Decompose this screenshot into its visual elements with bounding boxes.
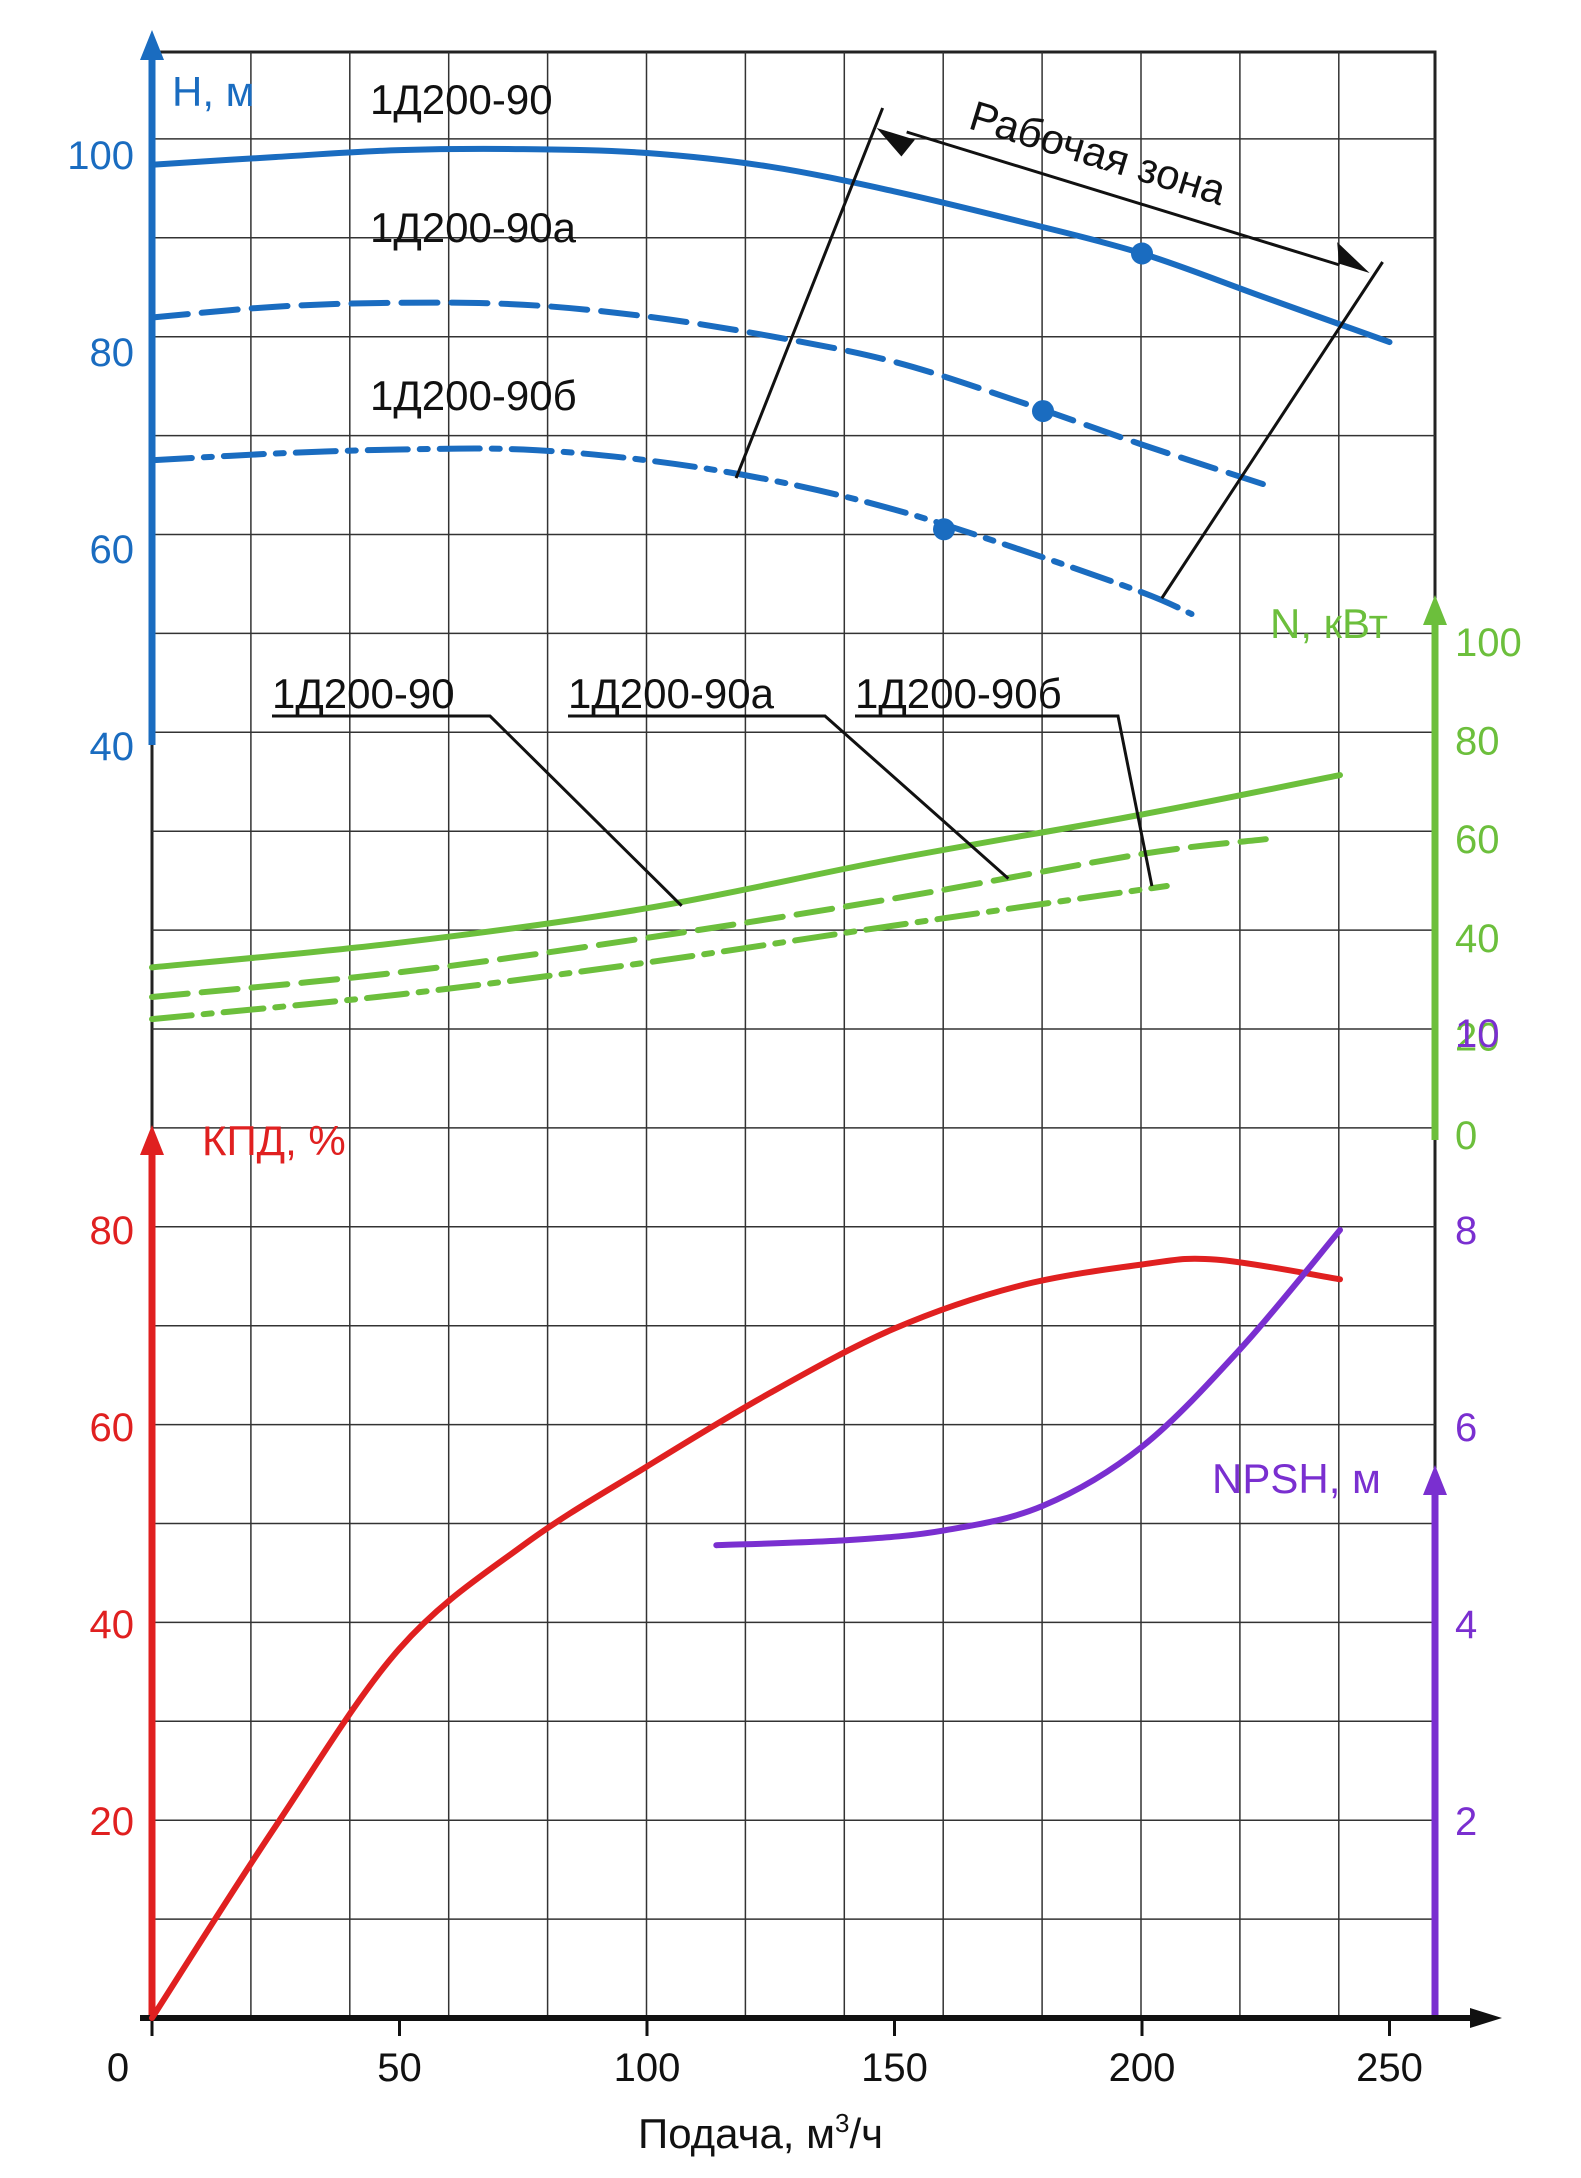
work-zone-arrow-right: [1337, 242, 1370, 274]
efficiency-tick-label: 80: [90, 1209, 135, 1253]
head-axis-title: H, м: [172, 68, 255, 115]
x-tick-label: 0: [107, 2046, 129, 2090]
efficiency-curve: [149, 1255, 1343, 2021]
work-zone-left-line: [734, 107, 885, 479]
npsh-axis-arrow: [1423, 1465, 1447, 1495]
power-label-1d200-90b: 1Д200-90б: [855, 670, 1062, 717]
head-tick-label: 60: [90, 528, 135, 572]
series: [149, 107, 1393, 2021]
npsh-curve: [713, 1227, 1343, 1549]
x-axis-title: Подача, м3/ч: [638, 2108, 883, 2157]
npsh-tick-label: 10: [1455, 1012, 1500, 1056]
power-label-1d200-90a: 1Д200-90а: [568, 670, 775, 717]
efficiency-tick-label: 20: [90, 1800, 135, 1844]
head-marker-1: [1131, 242, 1153, 265]
efficiency-axis-title: КПД, %: [202, 1117, 346, 1164]
power-label-leader-2: [568, 714, 1010, 880]
power-curve-3: [149, 883, 1170, 1023]
efficiency-tick-label: 60: [90, 1406, 135, 1450]
power-label-leader-1: [272, 714, 683, 907]
work-zone-arrow-line: [906, 130, 1341, 267]
npsh-axis-title: NPSH, м: [1212, 1455, 1381, 1502]
power-tick-label: 40: [1455, 917, 1500, 961]
power-tick-label: 100: [1455, 621, 1522, 665]
head-tick-label: 100: [67, 134, 134, 178]
efficiency-tick-label: 40: [90, 1603, 135, 1647]
grid: [150, 50, 1437, 2020]
npsh-tick-label: 8: [1455, 1209, 1477, 1253]
power-label-leader-3: [855, 714, 1154, 887]
power-tick-label: 20: [1455, 1015, 1500, 1059]
power-axis-title: N, кВт: [1270, 600, 1388, 647]
power-curve-2: [149, 836, 1269, 1000]
work-zone-right-line: [1160, 261, 1384, 600]
head-tick-label: 80: [90, 331, 135, 375]
x-tick-label: 50: [377, 2046, 422, 2090]
x-tick-label: 200: [1109, 2046, 1176, 2090]
power-label-1d200-90: 1Д200-90: [272, 670, 455, 717]
head-curve-3: [149, 445, 1195, 617]
npsh-tick-label: 6: [1455, 1406, 1477, 1450]
power-curve-1: [149, 772, 1343, 971]
x-tick-label: 150: [861, 2046, 928, 2090]
head-marker-2: [1032, 400, 1054, 423]
npsh-tick-label: 4: [1455, 1603, 1477, 1647]
head-curve-1: [149, 145, 1393, 346]
efficiency-axis-arrow: [140, 1125, 164, 1155]
work-zone-arrow-left: [876, 127, 915, 157]
power-tick-label: 80: [1455, 720, 1500, 764]
power-axis-arrow: [1423, 595, 1447, 625]
work-zone-label: Рабочая зона: [964, 92, 1232, 215]
axes: 0 50 100 150 200 250 40 60 80 100 0 20 40 60 80 100 20 40…: [67, 30, 1522, 2090]
x-tick-label: 100: [614, 2046, 681, 2090]
power-tick-label: 0: [1455, 1114, 1477, 1158]
head-label-1d200-90b: 1Д200-90б: [370, 372, 577, 419]
head-marker-3: [933, 518, 955, 541]
labels: Подача, м3/ч H, м N, кВт КПД, % NPSH, м …: [172, 68, 1388, 2157]
head-curve-2: [149, 299, 1269, 488]
head-label-1d200-90a: 1Д200-90а: [370, 204, 577, 251]
head-axis-arrow: [140, 30, 164, 60]
npsh-tick-label: 2: [1455, 1800, 1477, 1844]
head-tick-label: 40: [90, 725, 135, 769]
x-axis-arrow: [1470, 2008, 1502, 2028]
power-tick-label: 60: [1455, 818, 1500, 862]
x-tick-label: 250: [1356, 2046, 1423, 2090]
head-label-1d200-90: 1Д200-90: [370, 76, 553, 123]
